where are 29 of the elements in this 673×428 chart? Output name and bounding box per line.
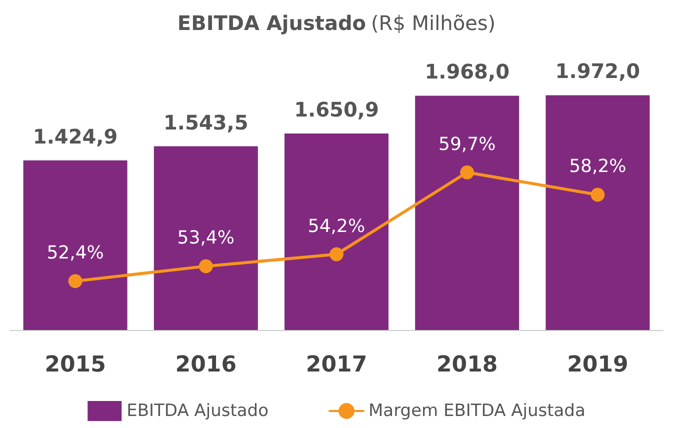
point [198,259,213,274]
data-label: 1.968,0 [424,60,510,84]
data-label: 54,2% [308,216,366,237]
point [68,274,82,288]
point [330,247,344,262]
legend-label: Margem EBITDA Ajustada [368,401,586,421]
point [590,188,605,202]
bar [415,96,520,330]
chart-subtitle: (R$ Milhões) [371,11,496,35]
x-tick-label: 2015 [44,352,106,378]
bar [23,160,128,330]
data-label: 1.972,0 [555,59,640,84]
bar [284,133,388,330]
chart-title: EBITDA Ajustado [177,11,366,35]
data-label: 58,2% [569,156,626,178]
x-tick-label: 2017 [306,352,368,378]
bar [546,95,650,330]
legend-label: EBITDA Ajustado [126,401,268,421]
data-label: 59,7% [438,134,496,155]
data-label: 1.650,9 [294,97,379,122]
data-label: 53,4% [177,228,234,249]
x-tick-label: 2016 [175,352,237,378]
data-label: 1.424,9 [32,124,118,148]
bar [154,146,258,330]
data-label: 52,4% [46,242,104,264]
x-tick-label: 2019 [567,352,628,378]
x-tick-label: 2018 [436,352,498,378]
point [460,165,474,180]
data-label: 1.543,5 [164,110,248,134]
